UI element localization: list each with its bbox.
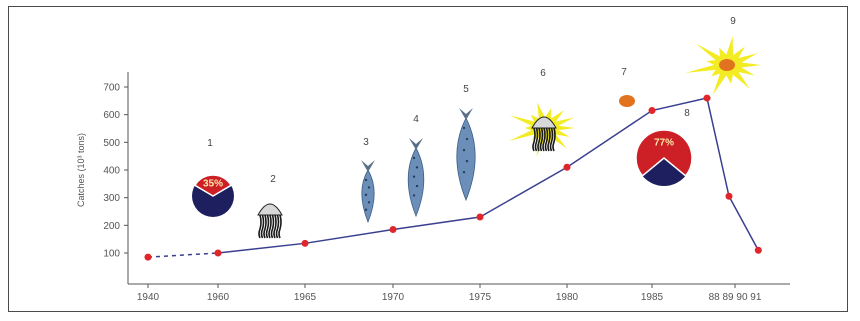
x-tick-label: 1985 (641, 292, 664, 303)
series-line-dashed (147, 252, 219, 258)
x-tick-label: 1965 (294, 292, 317, 303)
fish-spot (415, 166, 419, 169)
x-tick-label: 1975 (469, 292, 492, 303)
annotation-7-blob-icon: 7 (619, 67, 635, 107)
data-point (703, 94, 711, 102)
jellyfish-tentacle (542, 127, 546, 152)
jellyfish-bell (531, 116, 557, 129)
x-tick-label: 1960 (207, 292, 230, 303)
pie-red (635, 129, 693, 177)
fish-tail (361, 160, 375, 172)
jellyfish-tentacle (268, 214, 272, 239)
jellyfish-bell (257, 203, 283, 216)
fish-spot (462, 148, 466, 152)
fish-spot (364, 208, 368, 211)
jellyfish-tentacle (539, 127, 544, 152)
annotation-number: 2 (270, 174, 276, 185)
y-tick-label: 400 (103, 166, 120, 177)
data-point (725, 192, 733, 200)
jellyfish-tentacle (275, 214, 280, 239)
y-tick-label: 200 (103, 221, 120, 232)
annotation-number: 5 (463, 84, 469, 95)
data-point (563, 163, 571, 171)
jellyfish-tentacle (537, 127, 541, 152)
annotation-4-fish-icon: 4 (407, 114, 425, 218)
y-tick-label: 300 (103, 193, 120, 204)
fish-spot (412, 156, 416, 160)
jellyfish-tentacle (278, 214, 282, 239)
jellyfish-tentacle (273, 214, 277, 239)
jellyfish-tentacle (552, 127, 556, 152)
pie-percent-label: 35% (203, 179, 223, 190)
fish-tail (459, 108, 473, 120)
fish-spot (465, 159, 469, 163)
x-tick-label: 1940 (137, 292, 160, 303)
x-tick-label: 88 89 90 91 (709, 292, 762, 303)
y-tick-label: 600 (103, 110, 120, 121)
fish-body (407, 147, 425, 218)
jellyfish-tentacle (263, 214, 267, 239)
annotation-5-fish-icon: 5 (456, 84, 476, 202)
annotation-number: 9 (730, 16, 736, 27)
fish-spot (367, 186, 371, 189)
annotation-number: 1 (207, 138, 213, 149)
x-tick-label: 1970 (382, 292, 405, 303)
jellyfish-tentacle (258, 214, 262, 239)
annotation-3-fish-icon: 3 (361, 137, 375, 224)
data-point (144, 253, 152, 261)
data-point (754, 246, 762, 254)
annotation-number: 6 (540, 68, 546, 79)
fish-spot (465, 137, 469, 141)
annotation-6-jellyfish-burst-icon: 6 (509, 68, 575, 157)
pie-red (193, 174, 233, 197)
jellyfish-tentacle (547, 127, 551, 152)
data-point (214, 249, 222, 257)
fish-spot (462, 126, 466, 130)
fish-spot (412, 175, 416, 178)
data-point (301, 239, 309, 247)
annotation-number: 7 (621, 67, 627, 78)
jellyfish-tentacle (532, 127, 536, 152)
annotation-9-blob-burst-icon: 9 (685, 16, 761, 95)
fish-spot (364, 178, 368, 182)
annotation-2-jellyfish-icon: 2 (257, 174, 283, 239)
fish-body (456, 117, 476, 202)
y-tick-label: 700 (103, 83, 120, 94)
blob-shape (719, 59, 735, 71)
fish-tail (409, 138, 423, 150)
data-point (648, 107, 656, 115)
jellyfish-tentacle (270, 214, 275, 239)
annotation-number: 4 (413, 114, 419, 125)
pie-percent-label: 77% (654, 137, 674, 148)
fish-spot (367, 201, 371, 204)
data-point (389, 225, 397, 233)
fish-body (361, 169, 375, 224)
fish-spot (412, 194, 416, 197)
annotation-8-pie-icon: 77% 8 (635, 108, 693, 186)
fish-spot (415, 184, 419, 188)
annotation-1-pie-icon: 35% 1 (192, 138, 234, 217)
jellyfish-tentacle (265, 214, 270, 239)
y-tick-label: 500 (103, 138, 120, 149)
fish-spot (462, 170, 466, 174)
jellyfish-tentacle (534, 127, 539, 152)
x-tick-label: 1980 (556, 292, 579, 303)
y-axis-label: Catches (10³ tons) (76, 133, 86, 207)
data-point (476, 213, 484, 221)
annotation-number: 3 (363, 137, 369, 148)
jellyfish-tentacle (260, 214, 265, 239)
fish-spot (364, 193, 368, 197)
chart-frame (8, 6, 848, 312)
y-tick-label: 100 (103, 249, 120, 260)
annotation-number: 8 (684, 108, 690, 119)
blob-shape (619, 95, 635, 107)
jellyfish-tentacle (549, 127, 554, 152)
jellyfish-tentacle (544, 127, 549, 152)
